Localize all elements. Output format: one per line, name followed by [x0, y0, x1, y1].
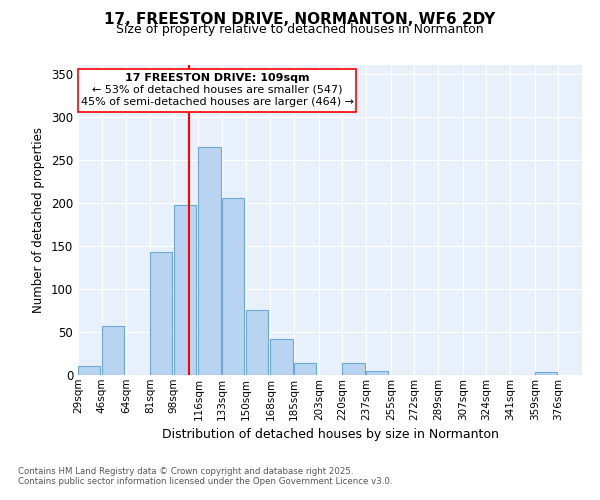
Y-axis label: Number of detached properties: Number of detached properties: [32, 127, 46, 313]
X-axis label: Distribution of detached houses by size in Normanton: Distribution of detached houses by size …: [161, 428, 499, 441]
Text: Contains HM Land Registry data © Crown copyright and database right 2025.: Contains HM Land Registry data © Crown c…: [18, 467, 353, 476]
Text: ← 53% of detached houses are smaller (547): ← 53% of detached houses are smaller (54…: [92, 85, 343, 95]
Text: Contains public sector information licensed under the Open Government Licence v3: Contains public sector information licen…: [18, 477, 392, 486]
Bar: [535, 372, 557, 375]
Bar: [173, 204, 196, 375]
Bar: [101, 326, 124, 375]
Bar: [294, 363, 316, 375]
Bar: [271, 339, 293, 375]
Text: 45% of semi-detached houses are larger (464) →: 45% of semi-detached houses are larger (…: [80, 97, 353, 107]
Bar: [343, 363, 365, 375]
Bar: [150, 252, 172, 375]
Bar: [78, 366, 100, 375]
Text: 17 FREESTON DRIVE: 109sqm: 17 FREESTON DRIVE: 109sqm: [125, 72, 310, 83]
Bar: [366, 370, 388, 375]
Bar: [222, 198, 244, 375]
Text: Size of property relative to detached houses in Normanton: Size of property relative to detached ho…: [116, 22, 484, 36]
Text: 17, FREESTON DRIVE, NORMANTON, WF6 2DY: 17, FREESTON DRIVE, NORMANTON, WF6 2DY: [104, 12, 496, 28]
Bar: [199, 147, 221, 375]
Bar: [78, 70, 356, 112]
Bar: [245, 310, 268, 375]
